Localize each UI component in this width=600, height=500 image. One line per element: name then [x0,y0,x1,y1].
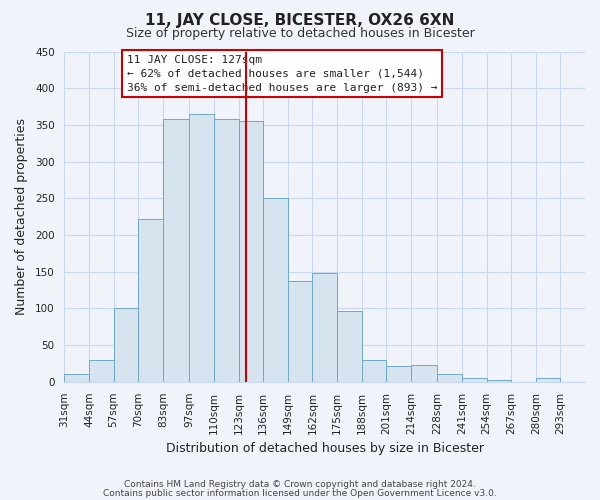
Y-axis label: Number of detached properties: Number of detached properties [15,118,28,315]
Bar [386,366,411,382]
Bar [113,308,138,382]
Bar [138,219,163,382]
Text: Size of property relative to detached houses in Bicester: Size of property relative to detached ho… [125,28,475,40]
Bar [163,119,190,382]
Text: Contains public sector information licensed under the Open Government Licence v3: Contains public sector information licen… [103,490,497,498]
Bar [362,360,386,382]
Bar [89,360,113,382]
Bar [487,380,511,382]
Bar [536,378,560,382]
Text: 11, JAY CLOSE, BICESTER, OX26 6XN: 11, JAY CLOSE, BICESTER, OX26 6XN [145,12,455,28]
Bar [313,273,337,382]
Bar [64,374,89,382]
Bar [214,119,239,382]
Text: 11 JAY CLOSE: 127sqm
← 62% of detached houses are smaller (1,544)
36% of semi-de: 11 JAY CLOSE: 127sqm ← 62% of detached h… [127,55,437,93]
Bar [462,378,487,382]
Text: Contains HM Land Registry data © Crown copyright and database right 2024.: Contains HM Land Registry data © Crown c… [124,480,476,489]
Bar [411,365,437,382]
Bar [437,374,462,382]
Bar [288,280,313,382]
Bar [337,310,362,382]
Bar [190,114,214,382]
Bar [239,121,263,382]
X-axis label: Distribution of detached houses by size in Bicester: Distribution of detached houses by size … [166,442,484,455]
Bar [263,198,288,382]
